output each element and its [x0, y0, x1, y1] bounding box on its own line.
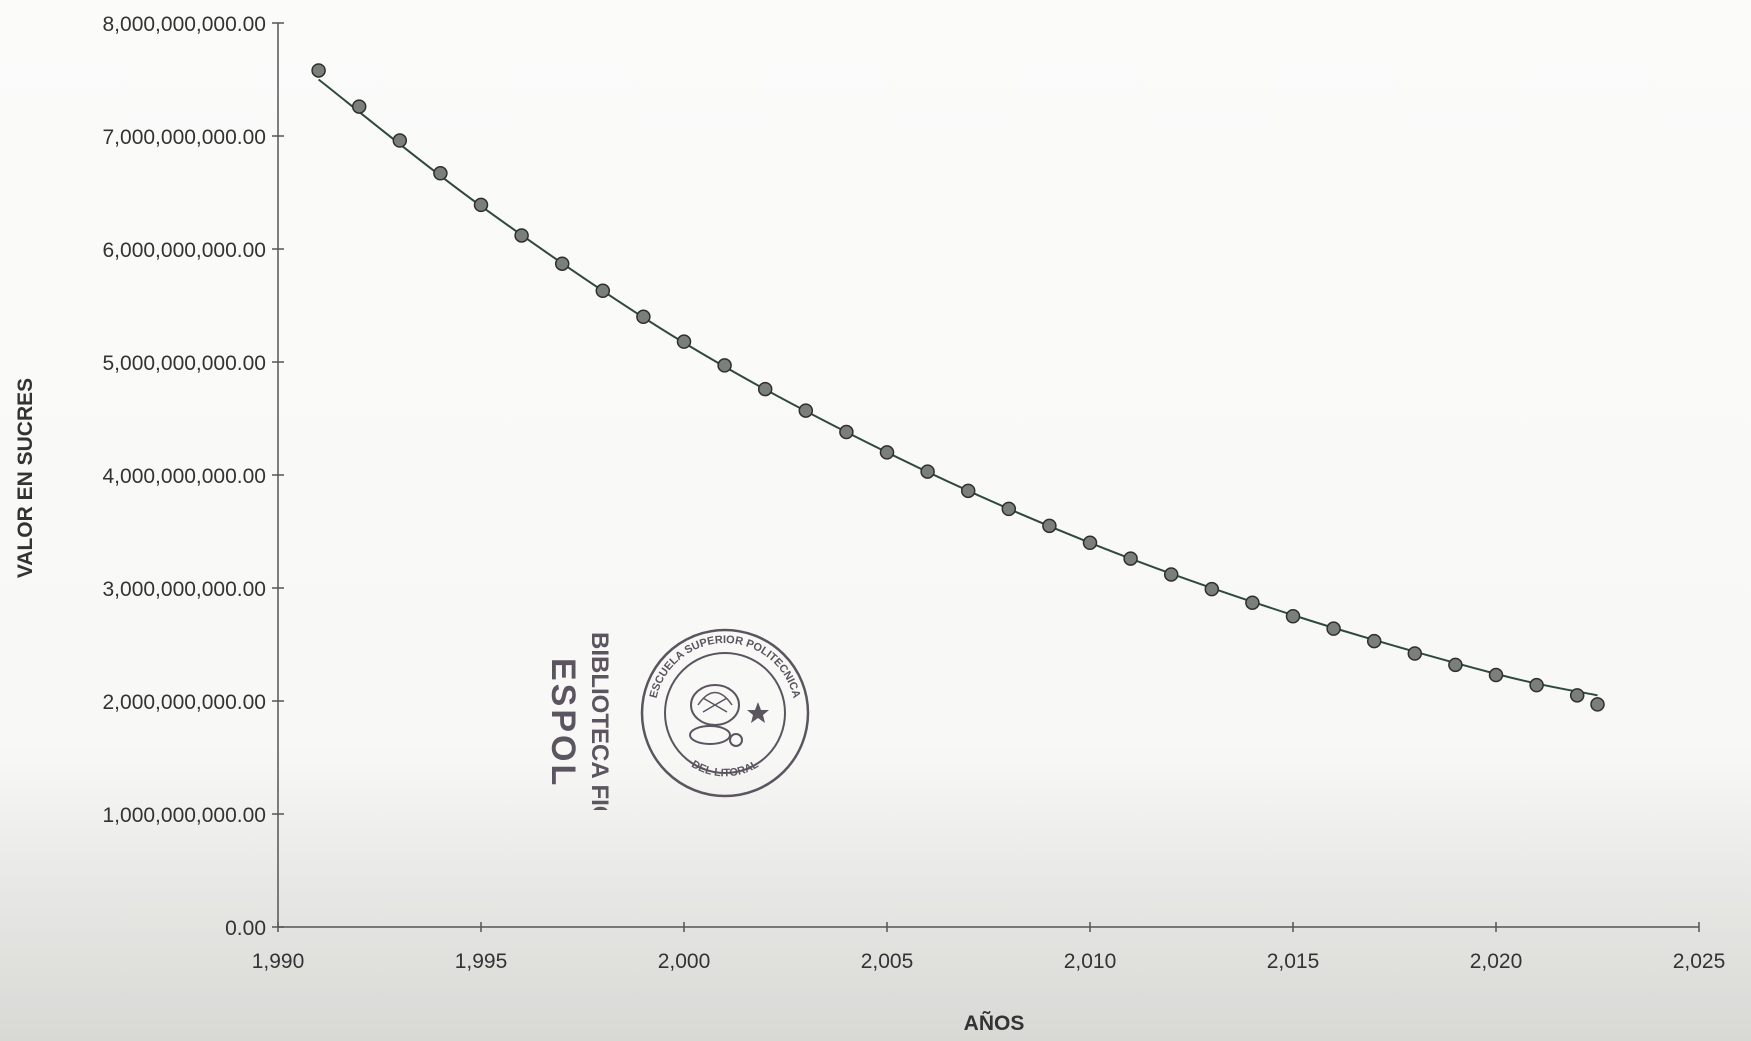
- data-point: [1001, 501, 1017, 517]
- x-tick-label: 2,005: [861, 950, 914, 973]
- axes: [272, 22, 1700, 932]
- x-tick-label: 2,020: [1470, 950, 1523, 973]
- data-point: [717, 358, 732, 373]
- data-point: [757, 381, 773, 397]
- y-tick-label: 4,000,000,000.00: [103, 465, 267, 488]
- data-point: [879, 445, 895, 460]
- data-point: [1042, 518, 1057, 534]
- y-axis-title: VALOR EN SUCRES: [14, 378, 37, 578]
- data-point: [676, 334, 692, 349]
- data-point: [1285, 609, 1301, 624]
- data-point: [311, 63, 326, 78]
- data-point: [1488, 667, 1504, 683]
- data-point: [1407, 646, 1423, 661]
- data-point: [1366, 633, 1382, 649]
- data-point: [920, 464, 935, 479]
- data-point: [839, 424, 854, 440]
- svg-text:ESCUELA SUPERIOR POLITECNICA: ESCUELA SUPERIOR POLITECNICA: [648, 634, 803, 700]
- y-tick-label: 3,000,000,000.00: [103, 578, 267, 601]
- data-point: [1590, 697, 1605, 712]
- y-tick-label: 6,000,000,000.00: [103, 239, 267, 262]
- data-point: [1123, 551, 1138, 566]
- data-point: [1326, 621, 1341, 636]
- data-point: [1448, 657, 1463, 673]
- svg-text:DEL LITORAL: DEL LITORAL: [689, 758, 761, 779]
- data-point: [514, 228, 529, 243]
- data-point: [1569, 688, 1585, 703]
- seal-icon: ESCUELA SUPERIOR POLITECNICA DEL LITORAL: [640, 628, 810, 798]
- x-tick-label: 1,995: [455, 950, 508, 973]
- x-tick-label: 2,015: [1267, 950, 1320, 973]
- tick-labels: 1,990 1,995 2,000 2,005 2,010 2,015 2,020 2,025…: [103, 13, 1726, 973]
- y-tick-label: 5,000,000,000.00: [103, 352, 267, 375]
- x-tick-label: 2,025: [1673, 950, 1726, 973]
- y-tick-label: 2,000,000,000.00: [103, 691, 267, 714]
- y-tick-label: 0.00: [225, 917, 266, 940]
- y-tick-label: 7,000,000,000.00: [103, 126, 267, 149]
- data-point: [798, 403, 814, 418]
- x-tick-label: 2,000: [658, 950, 711, 973]
- data-points: [311, 63, 1605, 712]
- y-tick-label: 1,000,000,000.00: [103, 804, 267, 827]
- data-point: [433, 166, 448, 181]
- data-point: [1245, 595, 1260, 610]
- x-axis-title: AÑOS: [964, 1012, 1025, 1035]
- data-point: [392, 133, 408, 148]
- data-point: [595, 283, 611, 299]
- svg-text:ESPOL: ESPOL: [544, 658, 582, 788]
- data-point: [1082, 535, 1098, 551]
- y-tick-label: 8,000,000,000.00: [103, 13, 267, 36]
- scan-shading: [0, 760, 1751, 1041]
- x-tick-label: 2,010: [1064, 950, 1117, 973]
- data-point: [636, 309, 651, 325]
- data-point: [1529, 677, 1544, 693]
- data-point: [960, 483, 976, 499]
- svg-text:BIBLIOTECA FICT: BIBLIOTECA FICT: [586, 632, 613, 810]
- data-point: [351, 99, 367, 114]
- x-tick-label: 1,990: [252, 950, 305, 973]
- data-point: [1163, 567, 1179, 582]
- data-point: [473, 197, 489, 213]
- data-point: [1204, 581, 1220, 597]
- trend-line-group: [317, 78, 1598, 697]
- trend-line: [317, 78, 1598, 697]
- data-point: [554, 256, 570, 271]
- library-stamp: BIBLIOTECA FICT ESPOL ESCUELA SUPERIOR P…: [544, 628, 810, 810]
